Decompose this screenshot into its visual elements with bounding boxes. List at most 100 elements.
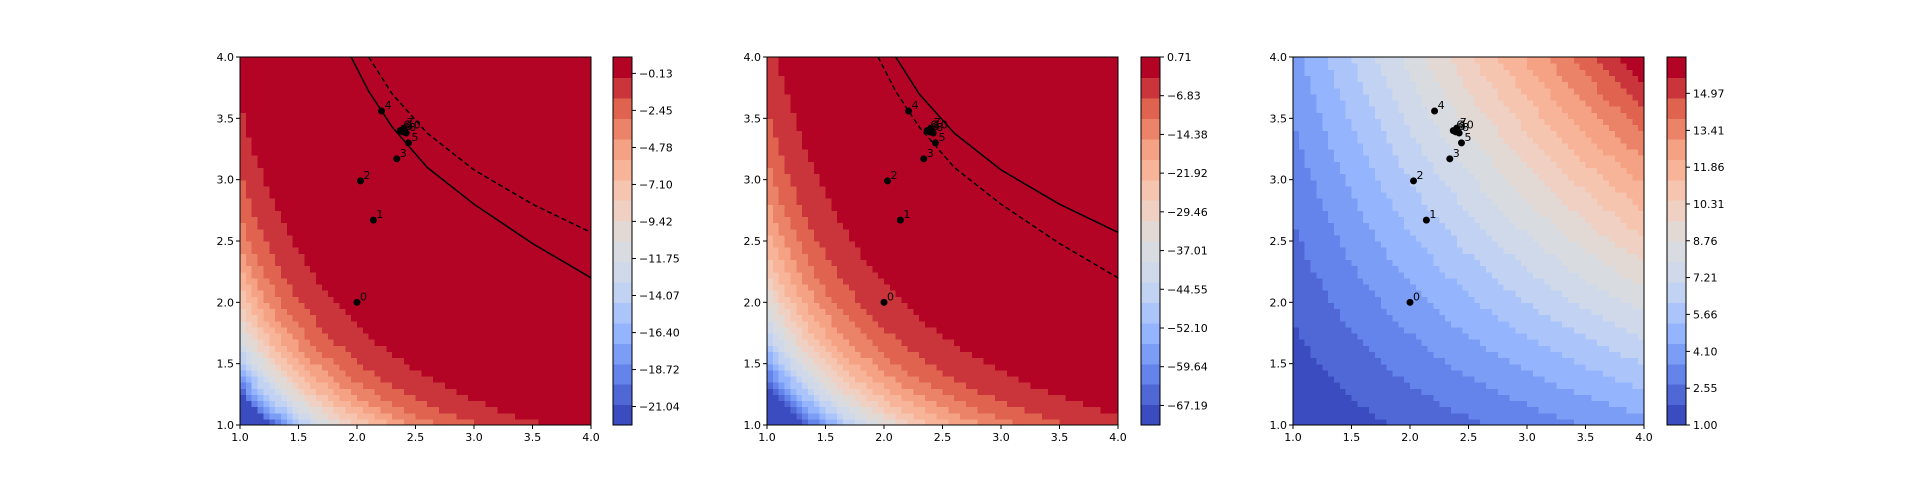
contour-cell (555, 69, 563, 76)
contour-cell (433, 241, 440, 248)
contour-cell (427, 241, 434, 248)
contour-cell (357, 191, 364, 199)
contour-cell (257, 271, 264, 279)
contour-cell (345, 93, 352, 101)
contour-cell (579, 333, 586, 340)
contour-cell (825, 290, 832, 297)
contour-cell (427, 375, 434, 383)
contour-cell (275, 406, 282, 414)
contour-cell (339, 222, 346, 230)
contour-cell (362, 296, 370, 303)
contour-cell (848, 345, 856, 352)
contour-cell (550, 333, 557, 340)
contour-cell (392, 388, 399, 395)
contour-cell (491, 185, 498, 193)
contour-cell (245, 81, 253, 89)
contour-cell (280, 179, 288, 187)
contour-cell (351, 210, 358, 218)
contour-cell (784, 204, 791, 211)
contour-cell (251, 155, 259, 162)
contour-cell (479, 93, 487, 101)
contour-cell (351, 296, 358, 303)
contour-cell (427, 191, 434, 199)
contour-cell (240, 130, 247, 138)
contour-cell (292, 130, 300, 138)
contour-cell (345, 253, 352, 260)
contour-cell (286, 198, 294, 205)
contour-cell (550, 112, 557, 119)
contour-cell (555, 339, 563, 346)
contour-cell (345, 210, 352, 218)
colorbar-frame (612, 56, 633, 426)
contour-cell (514, 142, 522, 150)
contour-cell (784, 173, 791, 181)
contour-cell (509, 418, 516, 426)
contour-cell (286, 179, 294, 187)
contour-cell (825, 185, 832, 193)
contour-cell (526, 259, 534, 267)
contour-cell (292, 412, 300, 420)
contour-cell (532, 400, 539, 408)
contour-cell (514, 265, 522, 273)
contour-cell (526, 394, 534, 402)
contour-cell (456, 314, 463, 322)
contour-cell (310, 87, 317, 95)
contour-cell (310, 271, 317, 279)
contour-cell (860, 204, 868, 211)
contour-cell (321, 265, 329, 273)
contour-cell (878, 87, 885, 95)
contour-cell (456, 388, 463, 395)
contour-cell (503, 106, 510, 113)
contour-cell (286, 93, 294, 101)
contour-cell (280, 277, 288, 285)
contour-cell (345, 63, 352, 70)
contour-cell (538, 394, 545, 402)
contour-cell (796, 369, 803, 377)
contour-cell (286, 302, 294, 310)
contour-cell (397, 173, 405, 181)
contour-cell (245, 210, 253, 218)
contour-cell (415, 412, 422, 420)
contour-cell (514, 106, 522, 113)
contour-cell (269, 339, 276, 346)
contour-cell (848, 124, 856, 132)
contour-cell (380, 388, 387, 395)
contour-cell (327, 112, 335, 119)
contour-cell (854, 93, 862, 101)
contour-cell (497, 173, 504, 181)
contour-cell (860, 130, 868, 138)
contour-cell (415, 345, 422, 352)
contour-cell (497, 308, 504, 316)
contour-cell (240, 216, 247, 224)
contour-cell (802, 210, 809, 218)
contour-cell (503, 339, 510, 346)
contour-cell (520, 161, 528, 168)
contour-cell (421, 81, 428, 89)
contour-cell (351, 198, 358, 205)
contour-cell (403, 81, 411, 89)
contour-cell (813, 210, 821, 218)
contour-cell (544, 63, 551, 70)
contour-cell (772, 173, 780, 181)
contour-cell (555, 302, 563, 310)
contour-cell (433, 210, 440, 218)
contour-cell (509, 241, 516, 248)
contour-cell (866, 277, 873, 285)
contour-cell (860, 296, 868, 303)
contour-cell (433, 375, 440, 383)
contour-cell (251, 93, 259, 101)
contour-cell (275, 228, 282, 236)
contour-cell (503, 394, 510, 402)
contour-cell (304, 259, 311, 267)
contour-cell (772, 210, 780, 218)
contour-cell (357, 112, 364, 119)
y-tick-label: 2.5 (217, 235, 235, 248)
contour-cell (240, 173, 247, 181)
contour-cell (450, 406, 458, 414)
contour-cell (450, 394, 458, 402)
contour-cell (567, 93, 575, 101)
contour-cell (474, 247, 481, 254)
contour-cell (409, 259, 417, 267)
contour-cell (433, 253, 440, 260)
contour-cell (889, 253, 897, 260)
